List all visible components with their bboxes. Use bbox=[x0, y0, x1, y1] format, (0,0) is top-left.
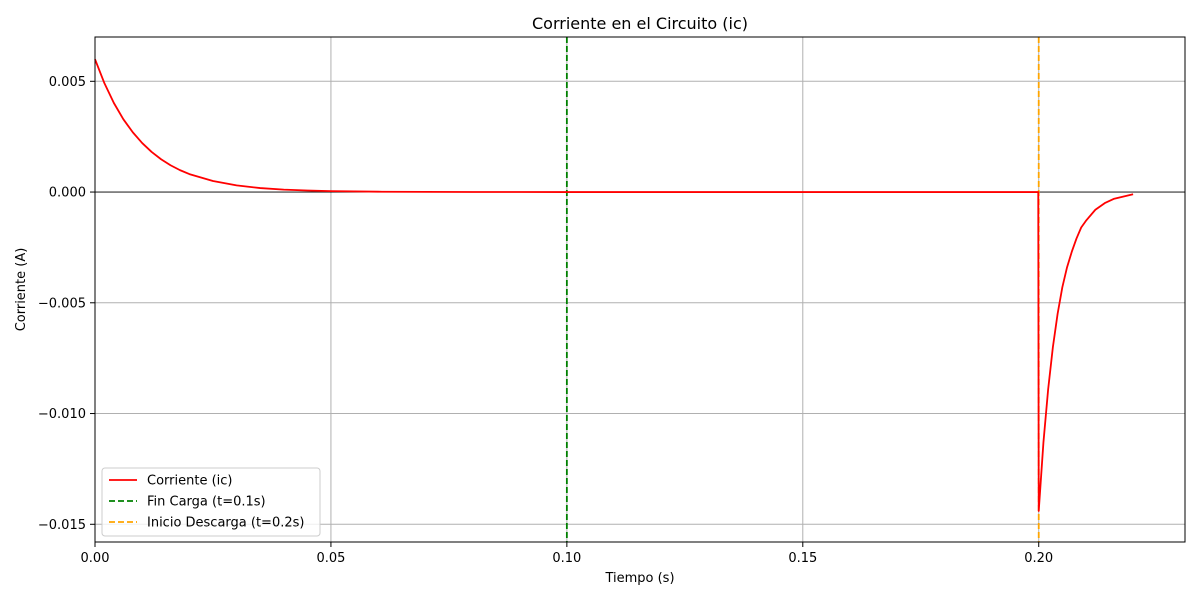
x-axis-ticks: 0.00 0.05 0.10 0.15 0.20 bbox=[81, 542, 1053, 566]
y-tick-label: 0.005 bbox=[49, 75, 86, 90]
y-axis-ticks: 0.005 0.000 −0.005 −0.010 −0.015 bbox=[38, 75, 95, 533]
x-axis-title: Tiempo (s) bbox=[604, 571, 674, 586]
chart-title: Corriente en el Circuito (ic) bbox=[532, 14, 748, 33]
x-tick-label: 0.20 bbox=[1024, 551, 1053, 566]
legend-label: Corriente (ic) bbox=[147, 474, 232, 489]
x-tick-label: 0.00 bbox=[81, 551, 110, 566]
legend: Corriente (ic) Fin Carga (t=0.1s) Inicio D… bbox=[101, 467, 321, 537]
y-tick-label: −0.010 bbox=[38, 407, 86, 422]
x-tick-label: 0.05 bbox=[316, 551, 345, 566]
series-line-corriente bbox=[94, 58, 1134, 512]
grid bbox=[94, 37, 1185, 542]
x-tick-label: 0.15 bbox=[788, 551, 817, 566]
x-tick-label: 0.10 bbox=[552, 551, 581, 566]
plot-frame bbox=[94, 36, 1186, 543]
y-tick-label: −0.005 bbox=[38, 296, 86, 311]
legend-label: Inicio Descarga (t=0.2s) bbox=[147, 516, 304, 531]
legend-box bbox=[101, 467, 321, 537]
legend-label: Fin Carga (t=0.1s) bbox=[147, 495, 266, 510]
y-axis-title: Corriente (A) bbox=[14, 248, 29, 332]
y-tick-label: 0.000 bbox=[49, 186, 86, 201]
y-tick-label: −0.015 bbox=[38, 518, 86, 533]
series-lines bbox=[94, 58, 1134, 512]
